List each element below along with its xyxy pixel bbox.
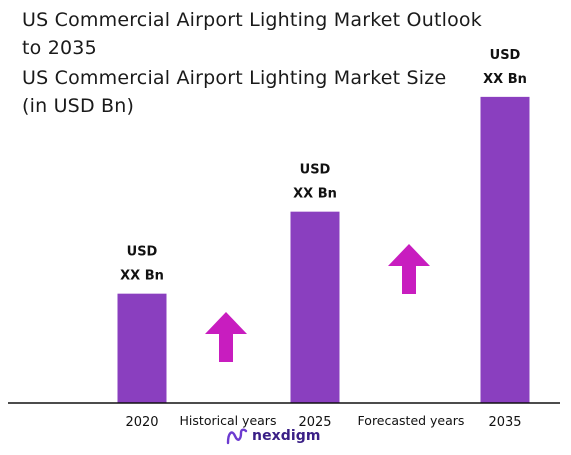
x-tick-2020: 2020	[125, 415, 158, 430]
chart-title: US Commercial Airport Lighting Market Ou…	[22, 9, 482, 59]
data-label-2020-line-1: USD	[127, 245, 158, 260]
period-label-2: Forecasted years	[358, 413, 465, 428]
nexdigm-logo-icon	[226, 428, 248, 445]
data-label-2025-line-1: USD	[300, 163, 331, 178]
bar-2025	[290, 211, 340, 403]
data-label-2035-line-2: XX Bn	[483, 72, 527, 87]
brand-logo: nexdigm	[226, 427, 321, 445]
x-tick-2025: 2025	[298, 415, 331, 430]
bar-2035	[480, 96, 530, 403]
growth-arrow-icon-2	[388, 244, 430, 294]
x-tick-2035: 2035	[488, 415, 521, 430]
chart-subtitle: US Commercial Airport Lighting Market Si…	[22, 67, 447, 117]
data-label-2025-line-2: XX Bn	[293, 187, 337, 202]
growth-arrow-icon-1	[205, 312, 247, 362]
data-label-2035-line-1: USD	[490, 48, 521, 63]
period-label-1: Historical years	[180, 413, 277, 428]
data-label-2020-line-2: XX Bn	[120, 269, 164, 284]
bar-2020	[117, 293, 167, 403]
brand-name: nexdigm	[252, 428, 321, 444]
